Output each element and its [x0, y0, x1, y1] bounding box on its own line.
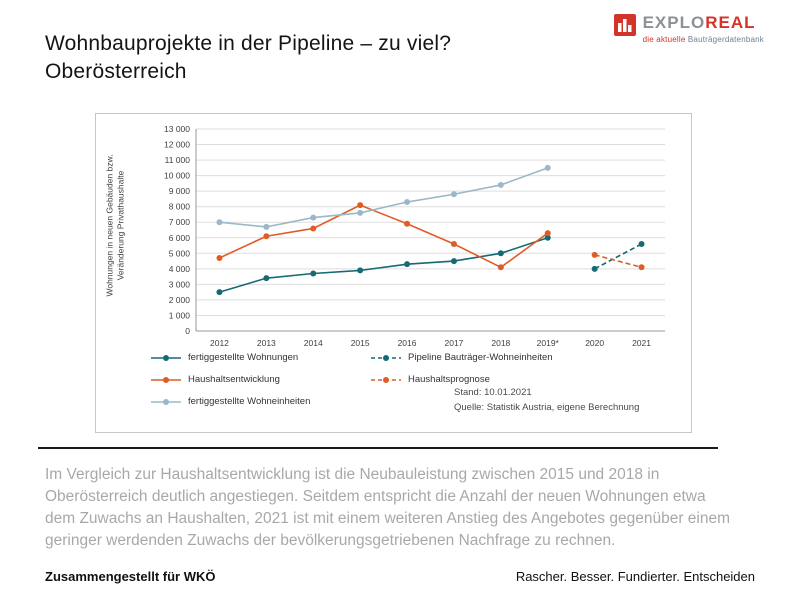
legend-swatch: [151, 398, 181, 405]
chart-legend: fertiggestellte Wohnungen Pipeline Bauträ…: [151, 352, 553, 407]
data-point: [216, 254, 223, 261]
x-tick-label: 2017: [444, 338, 463, 348]
data-point: [497, 264, 504, 271]
y-tick-label: 9 000: [169, 186, 191, 196]
series-line: [219, 167, 549, 228]
legend-label: Haushaltsentwicklung: [188, 374, 280, 385]
brand-name: EXPLOREAL: [642, 13, 764, 33]
page-title: Wohnbauprojekte in der Pipeline – zu vie…: [45, 30, 451, 85]
data-point: [638, 264, 645, 271]
series-line: [594, 243, 642, 270]
footer-right: Rascher. Besser. Fundierter. Entscheiden: [515, 569, 755, 584]
brand-part-real: REAL: [705, 13, 756, 32]
x-tick-label: 2015: [351, 338, 370, 348]
legend-item: fertiggestellte Wohnungen: [151, 352, 363, 363]
data-point: [310, 270, 317, 277]
data-point: [497, 181, 504, 188]
legend-label: Pipeline Bauträger-Wohneinheiten: [408, 352, 553, 363]
data-point: [638, 240, 645, 247]
exploreal-logo: EXPLOREAL die aktuelle Bauträgerdatenban…: [613, 13, 764, 44]
data-point: [591, 265, 598, 272]
chart-card: Wohnungen in neuen Gebäuden bzw. Verände…: [95, 113, 692, 433]
y-tick-label: 4 000: [169, 264, 191, 274]
y-axis-label: Wohnungen in neuen Gebäuden bzw. Verände…: [105, 125, 128, 325]
page-title-line1: Wohnbauprojekte in der Pipeline – zu vie…: [45, 32, 452, 55]
divider-line: [38, 447, 718, 449]
data-point: [263, 275, 270, 282]
legend-swatch: [371, 376, 401, 383]
x-tick-label: 2016: [398, 338, 417, 348]
data-point: [357, 202, 364, 209]
y-tick-label: 0: [185, 326, 190, 336]
y-tick-label: 6 000: [169, 233, 191, 243]
y-tick-label: 10 000: [164, 171, 190, 181]
data-point: [450, 191, 457, 198]
series-line: [219, 237, 549, 293]
legend-label: Haushaltsprognose: [408, 374, 490, 385]
data-point: [310, 214, 317, 221]
y-tick-label: 11 000: [165, 155, 191, 165]
data-point: [357, 209, 364, 216]
legend-swatch: [151, 354, 181, 361]
y-tick-label: 8 000: [169, 202, 191, 212]
chart-svg: 0 1 000 2 000 3 000 4 000 5 000 6 000 7 000 8 00…: [164, 124, 665, 348]
logo-text: EXPLOREAL die aktuelle Bauträgerdatenban…: [642, 13, 764, 44]
data-point: [497, 250, 504, 257]
x-tick-label: 2014: [304, 338, 323, 348]
series-line: [594, 254, 642, 269]
tagline-part2: Bauträgerdatenbank: [687, 34, 764, 44]
legend-item: Pipeline Bauträger-Wohneinheiten: [371, 352, 553, 363]
y-tick-label: 2 000: [169, 295, 191, 305]
data-point: [216, 219, 223, 226]
legend-swatch: [151, 376, 181, 383]
data-point: [216, 289, 223, 296]
data-point: [404, 261, 411, 268]
y-tick-label: 12 000: [164, 140, 190, 150]
data-point: [357, 267, 364, 274]
body-paragraph: Im Vergleich zur Haushaltsentwicklung is…: [45, 466, 731, 549]
legend-label: fertiggestellte Wohnungen: [188, 352, 299, 363]
y-tick-label: 7 000: [169, 217, 191, 227]
page-title-line2: Oberösterreich: [45, 59, 187, 83]
data-point: [450, 258, 457, 265]
y-tick-label: 5 000: [169, 248, 191, 258]
brand-tagline: die aktuelle Bauträgerdatenbank: [643, 35, 764, 44]
legend-item: Haushaltsprognose: [371, 374, 553, 385]
series-line: [219, 204, 549, 269]
exploreal-logo-icon: [613, 14, 636, 36]
legend-item: Haushaltsentwicklung: [151, 374, 363, 385]
data-point: [450, 240, 457, 247]
legend-label: fertiggestellte Wohneinheiten: [188, 396, 311, 407]
y-tick-label: 1 000: [169, 310, 191, 320]
legend-swatch: [371, 354, 401, 361]
y-axis-label-line2: Veränderung Privathaushalte: [116, 170, 126, 281]
data-point: [544, 234, 551, 241]
data-point: [263, 233, 270, 240]
data-point: [263, 223, 270, 230]
quelle-text: Quelle: Statistik Austria, eigene Berech…: [454, 401, 640, 413]
y-tick-label: 13 000: [164, 124, 190, 134]
x-tick-label: 2013: [257, 338, 276, 348]
tagline-part1: die aktuelle: [642, 34, 688, 44]
x-tick-label: 2021: [632, 338, 651, 348]
data-point: [404, 220, 411, 227]
data-point: [404, 199, 411, 206]
data-point: [310, 225, 317, 232]
data-point: [591, 251, 598, 258]
x-tick-label: 2012: [210, 338, 229, 348]
brand-part-explo: EXPLO: [642, 13, 706, 32]
legend-item: fertiggestellte Wohneinheiten: [151, 396, 363, 407]
x-tick-label: 2018: [491, 338, 510, 348]
stand-text: Stand: 10.01.2021: [454, 387, 532, 398]
y-tick-label: 3 000: [169, 279, 191, 289]
x-tick-label: 2019*: [537, 338, 560, 348]
x-tick-label: 2020: [585, 338, 604, 348]
source-block: Stand: 10.01.2021 Quelle: Statistik Aust…: [454, 386, 639, 415]
data-point: [544, 164, 551, 171]
y-axis-label-line1: Wohnungen in neuen Gebäuden bzw.: [104, 154, 115, 297]
footer-left: Zusammengestellt für WKÖ: [45, 569, 216, 584]
data-point: [544, 230, 551, 237]
